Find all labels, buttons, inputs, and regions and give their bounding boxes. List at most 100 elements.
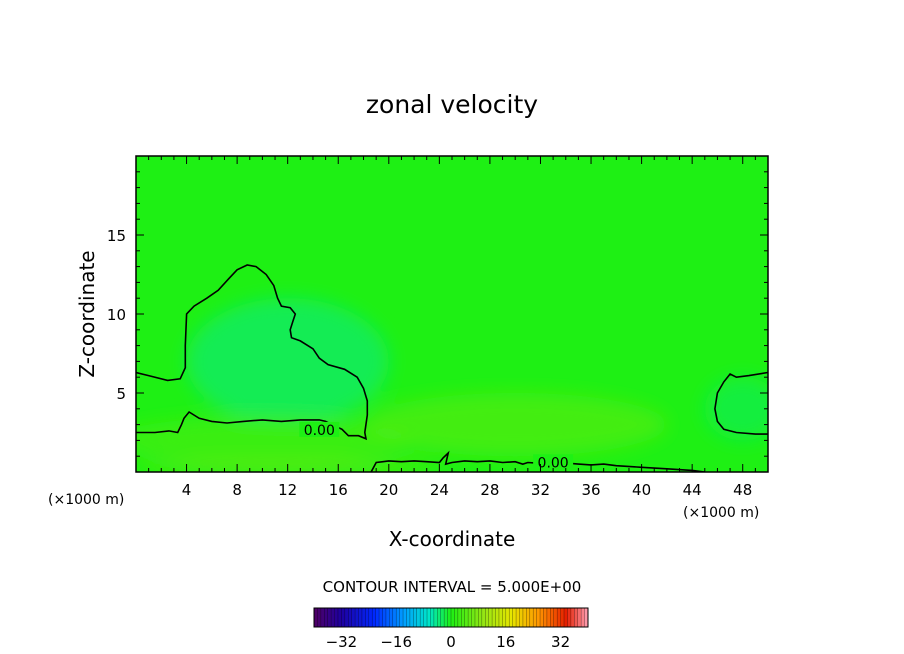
- colorbar-segment: [433, 608, 438, 627]
- y-tick-label: 10: [107, 306, 126, 324]
- colorbar-segment: [498, 608, 503, 627]
- colorbar-segment: [324, 608, 328, 627]
- x-axis-unit-right: (×1000 m): [683, 505, 759, 521]
- colorbar-segment: [341, 608, 346, 627]
- colorbar-segment: [478, 608, 483, 627]
- colorbar-segment: [505, 608, 510, 627]
- colorbar-segment: [375, 608, 380, 627]
- colorbar-segment: [488, 608, 493, 627]
- colorbar-segment: [379, 608, 383, 627]
- colorbar-segment: [584, 608, 589, 627]
- colorbar-segment: [529, 608, 534, 627]
- colorbar-segment: [372, 608, 376, 627]
- colorbar-segment: [516, 608, 520, 627]
- contour-line: [370, 450, 705, 472]
- colorbar-segment: [471, 608, 476, 627]
- colorbar-segment: [454, 608, 459, 627]
- colorbar-segment: [437, 608, 442, 627]
- contour-label-bg: [299, 421, 340, 437]
- colorbar-tick-label: −16: [380, 633, 412, 651]
- colorbar-segment: [519, 608, 524, 627]
- colorbar-segment: [399, 608, 404, 627]
- colorbar-segment: [502, 608, 507, 627]
- contour-label: 0.00: [304, 423, 335, 439]
- colorbar-tick-label: 16: [496, 633, 515, 651]
- x-tick-label: 40: [632, 481, 651, 499]
- contour-label: 0.00: [538, 455, 569, 471]
- x-tick-label: 4: [182, 481, 192, 499]
- colorbar-segment: [468, 608, 472, 627]
- y-tick-label: 5: [116, 385, 126, 403]
- colorbar-segment: [406, 608, 411, 627]
- colorbar-segment: [365, 608, 370, 627]
- colorbar-segment: [492, 608, 496, 627]
- contour-lines: 0.00 0.00: [136, 264, 768, 472]
- colorbar-segment: [444, 608, 448, 627]
- colorbar-segment: [451, 608, 455, 627]
- colorbar-segment: [396, 608, 400, 627]
- colorbar-segment: [413, 608, 418, 627]
- x-tick-label: 48: [733, 481, 752, 499]
- colorbar-segment: [331, 608, 335, 627]
- field-region: [363, 393, 667, 457]
- colorbar-segment: [361, 608, 366, 627]
- colorbar-segment: [314, 608, 318, 627]
- colorbar-tick-label: 32: [551, 633, 570, 651]
- field-region: [186, 298, 389, 425]
- x-tick-label: 12: [278, 481, 297, 499]
- x-tick-label: 24: [430, 481, 449, 499]
- x-axis-ticks: 4 8 12 16 20 24 28 32 36 40 44 48: [148, 156, 756, 499]
- colorbar-segment: [403, 608, 407, 627]
- colorbar-segment: [334, 608, 339, 627]
- colorbar-segment: [550, 608, 555, 627]
- colorbar-segment: [546, 608, 551, 627]
- colorbar-segment: [485, 608, 489, 627]
- colorbar-segment: [574, 608, 579, 627]
- colorbar-segment: [464, 608, 469, 627]
- colorbar-segment: [526, 608, 531, 627]
- colorbar-segment: [567, 608, 572, 627]
- colorbar-segment: [553, 608, 558, 627]
- colorbar: [313, 607, 589, 628]
- x-tick-label: 32: [531, 481, 550, 499]
- colorbar-segment: [430, 608, 435, 627]
- colorbar-segment: [355, 608, 359, 627]
- colorbar-segment: [564, 608, 568, 627]
- field-region: [136, 416, 415, 465]
- colorbar-segment: [409, 608, 414, 627]
- colorbar-segment: [536, 608, 541, 627]
- contour-label-bg: [533, 454, 574, 470]
- contour-line: [136, 264, 369, 441]
- colorbar-segment: [457, 608, 462, 627]
- colorbar-segment: [385, 608, 390, 627]
- colorbar-segment: [533, 608, 537, 627]
- colorbar-segment: [474, 608, 479, 627]
- colorbar-segment: [358, 608, 363, 627]
- colorbar-segment: [389, 608, 394, 627]
- contour-line: [714, 371, 768, 435]
- colorbar-tick-label: 0: [446, 633, 456, 651]
- colorbar-segment: [509, 608, 513, 627]
- y-axis-label: Z-coordinate: [75, 250, 99, 377]
- x-tick-label: 28: [480, 481, 499, 499]
- colorbar-tick-label: −32: [326, 633, 358, 651]
- colorbar-segment: [581, 608, 585, 627]
- colorbar-segment: [327, 608, 332, 627]
- colorbar-segment: [543, 608, 548, 627]
- colorbar-segment: [320, 608, 325, 627]
- y-axis-ticks: 5 10 15: [107, 171, 768, 457]
- x-tick-label: 8: [232, 481, 242, 499]
- x-tick-label: 36: [581, 481, 600, 499]
- colorbar-segment: [382, 608, 387, 627]
- x-axis-label: X-coordinate: [389, 527, 516, 551]
- colorbar-segment: [392, 608, 397, 627]
- x-tick-label: 16: [329, 481, 348, 499]
- colorbar-segment: [420, 608, 424, 627]
- colorbar-segment: [368, 608, 373, 627]
- colorbar-segment: [512, 608, 517, 627]
- colorbar-segment: [427, 608, 431, 627]
- colorbar-tick-labels: −32 −16 0 16 32: [326, 633, 571, 651]
- colorbar-segment: [447, 608, 452, 627]
- colorbar-segment: [344, 608, 349, 627]
- colorbar-segment: [440, 608, 445, 627]
